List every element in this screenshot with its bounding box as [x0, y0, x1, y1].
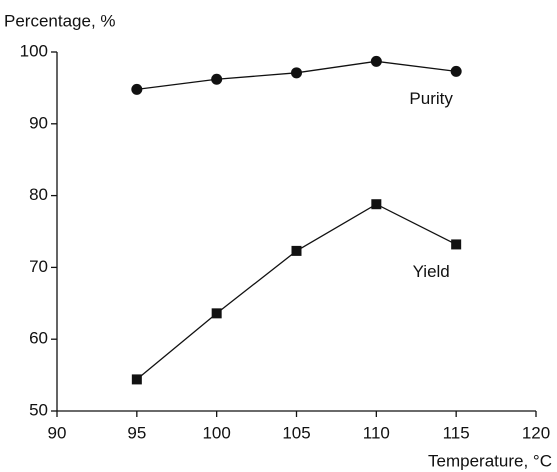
marker — [451, 239, 462, 250]
x-axis-label: Temperature, °C — [428, 451, 552, 470]
marker — [370, 55, 382, 67]
x-tick-label: 95 — [127, 423, 146, 442]
series-label: Yield — [413, 262, 450, 281]
x-tick-label: 115 — [443, 423, 470, 442]
x-tick-label: 110 — [363, 423, 390, 442]
y-tick-label: 100 — [20, 41, 48, 60]
marker — [211, 308, 222, 319]
axes — [56, 52, 536, 412]
marker — [291, 245, 302, 256]
x-tick-label: 105 — [282, 423, 310, 442]
marker — [131, 374, 142, 385]
y-tick-label: 60 — [29, 329, 48, 348]
series-line — [136, 203, 457, 380]
y-axis-label: Percentage, % — [4, 11, 116, 30]
marker — [371, 199, 382, 210]
y-tick-label: 80 — [29, 185, 48, 204]
x-tick-label: 90 — [48, 423, 67, 442]
y-tick-label: 90 — [29, 113, 48, 132]
marker — [450, 65, 462, 77]
y-tick-label: 50 — [29, 400, 48, 419]
marker — [211, 73, 223, 85]
x-tick-label: 120 — [522, 423, 550, 442]
series-label: Purity — [409, 89, 453, 108]
marker — [291, 67, 302, 79]
y-tick-label: 70 — [29, 257, 48, 276]
marker — [131, 83, 143, 95]
x-tick-label: 100 — [202, 423, 230, 442]
